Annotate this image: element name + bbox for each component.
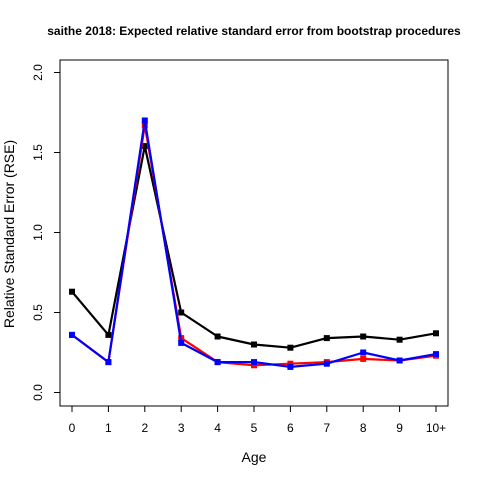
data-point — [105, 359, 112, 366]
x-tick-label: 0 — [69, 421, 76, 435]
data-point — [69, 331, 75, 338]
data-point — [287, 344, 294, 351]
data-point — [141, 117, 148, 124]
y-tick-label: 1.5 — [31, 144, 45, 161]
data-point — [214, 359, 221, 366]
series-layer — [69, 117, 439, 370]
x-tick-label: 3 — [178, 421, 185, 435]
data-point — [287, 363, 294, 370]
x-axis: 0 1 2 3 4 5 6 7 8 9 10+ — [69, 405, 446, 435]
data-point — [396, 357, 403, 364]
data-point — [360, 355, 367, 362]
y-tick-label: 0.5 — [31, 304, 45, 321]
data-point — [360, 333, 367, 340]
data-point — [433, 351, 439, 358]
y-tick-label: 2.0 — [31, 64, 45, 81]
data-point — [178, 309, 185, 316]
x-axis-label: Age — [242, 449, 267, 465]
data-point — [214, 333, 221, 340]
data-point — [251, 341, 257, 348]
x-tick-label: 5 — [251, 421, 258, 435]
y-tick-label: 0.0 — [31, 384, 45, 401]
data-point — [178, 339, 185, 346]
chart-title: saithe 2018: Expected relative standard … — [47, 24, 461, 38]
y-axis: 0.0 0.5 1.0 1.5 2.0 — [31, 64, 61, 401]
x-tick-label: 8 — [360, 421, 367, 435]
data-point — [105, 331, 112, 338]
data-point — [251, 359, 257, 366]
series-3 — [69, 117, 439, 370]
data-point — [323, 360, 330, 367]
x-tick-label: 10+ — [426, 421, 446, 435]
data-point — [396, 336, 403, 343]
data-point — [360, 349, 367, 356]
data-point — [433, 330, 439, 337]
x-tick-label: 4 — [214, 421, 221, 435]
x-tick-label: 6 — [287, 421, 294, 435]
x-tick-label: 7 — [323, 421, 330, 435]
data-point — [141, 143, 148, 150]
x-tick-label: 9 — [396, 421, 403, 435]
y-axis-label: Relative Standard Error (RSE) — [1, 140, 17, 328]
y-tick-label: 1.0 — [31, 224, 45, 241]
data-point — [323, 335, 330, 342]
x-tick-label: 1 — [105, 421, 112, 435]
data-point — [69, 288, 75, 295]
x-tick-label: 2 — [141, 421, 148, 435]
